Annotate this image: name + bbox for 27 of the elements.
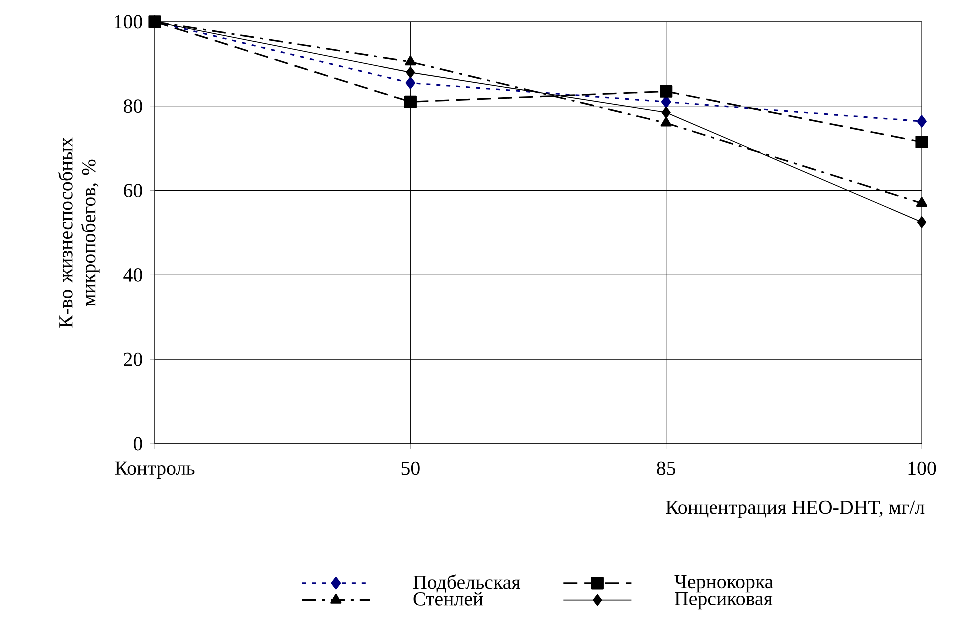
y-tick-label: 20 [124,352,142,366]
y-axis-title: К-во жизнеспособных микропобегов, % [58,138,100,328]
y-tick-label: 0 [134,437,142,451]
point [405,56,416,66]
y-tick-label: 80 [124,100,142,114]
x-axis-title: Концентрация HEO-DHT, мг/л [666,500,925,518]
legend-label: Чернокорка [674,575,774,593]
point [917,216,927,228]
point [660,85,673,98]
legend-label: Персиковая [675,592,773,610]
y-tick-label: 100 [115,15,142,29]
x-tick-label: 85 [657,462,676,476]
legend-label: Стенлей [414,592,484,606]
y-tick-label: 40 [124,268,142,282]
point [406,66,416,79]
x-tick-label: 50 [402,462,420,476]
point [662,106,671,119]
legend-label: Подбельская [414,574,521,593]
point [916,136,928,149]
point [660,116,672,127]
point [404,96,417,108]
point [916,197,928,207]
point [917,115,927,128]
y-tick-label: 60 [124,184,142,198]
point [406,76,416,90]
x-tick-label: Контроль [115,462,195,480]
x-tick-label: 100 [908,462,936,476]
